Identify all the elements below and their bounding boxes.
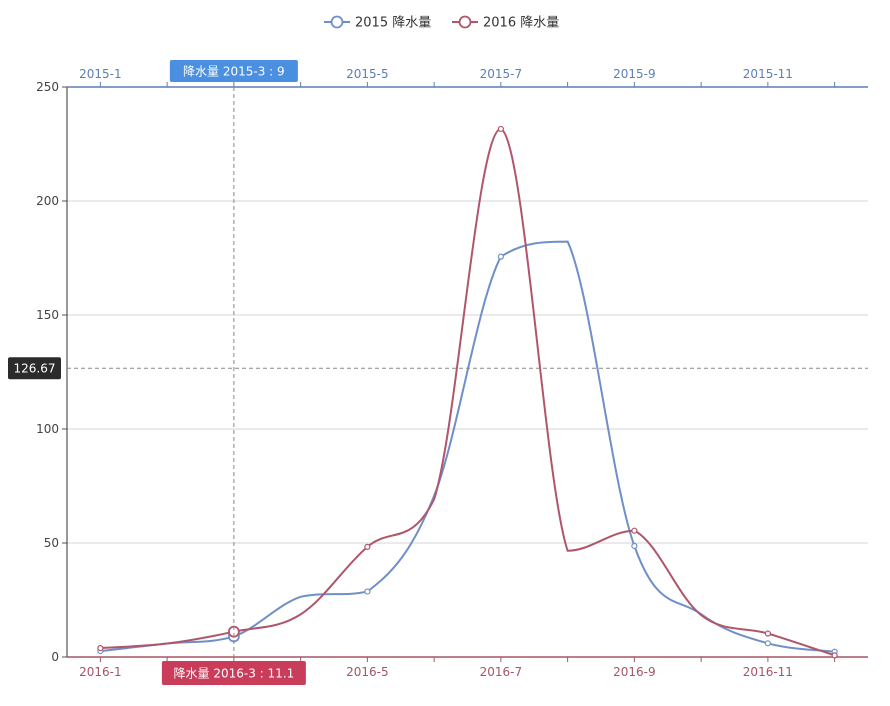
axes: 0 50 100 150 200 250 2016-1 2016-5 2016-7 2016-9 2…: [36, 67, 868, 679]
x_top-tick-label: 2015-1: [79, 67, 122, 81]
x_bottom-tick-label: 2016-5: [346, 665, 389, 679]
legend-marker-icon: [330, 15, 344, 29]
top-axis-tooltip-text: 降水量 2015-3 : 9: [183, 65, 285, 79]
legend-label: 2016 降水量: [483, 16, 559, 31]
legend-item-2015[interactable]: 2015 降水量: [324, 16, 431, 31]
data-point: [497, 125, 504, 133]
grid-lines: [67, 200, 868, 544]
legend-item-2016[interactable]: 2016 降水量: [452, 16, 559, 31]
crosshair-y-badge: [8, 357, 61, 380]
series-line-2016: [100, 127, 835, 657]
legend-marker-icon: [458, 15, 472, 29]
series-lines: [97, 125, 838, 659]
data-point: [631, 527, 638, 534]
crosshair-overlay: 126.67 降水量 2015-3 : 9 降水量 2016-3 : 11.1: [8, 60, 868, 685]
x_top-tick-label: 2015-5: [346, 67, 389, 81]
data-point: [364, 543, 371, 550]
crosshair-y-label: 126.67: [14, 362, 56, 376]
bottom-axis-tooltip-text: 降水量 2016-3 : 11.1: [174, 667, 295, 681]
data-point: [97, 645, 104, 652]
data-point: [764, 640, 771, 647]
data-point: [764, 630, 771, 637]
x_top-tick-label: 2015-9: [613, 67, 656, 81]
y-tick-label: 250: [36, 80, 59, 94]
x_bottom-tick-label: 2016-9: [613, 665, 656, 679]
y-tick-label: 150: [36, 308, 59, 322]
bottom-axis-tooltip: [161, 661, 306, 685]
legend[interactable]: 2015 降水量 2016 降水量: [324, 16, 559, 31]
top-axis-tooltip: [169, 60, 298, 82]
y-tick-label: 0: [51, 650, 59, 664]
legend-label: 2015 降水量: [355, 16, 431, 31]
series-line-2015: [100, 240, 835, 653]
x_top-tick-label: 2015-11: [743, 67, 793, 81]
x_bottom-tick-label: 2016-1: [79, 665, 122, 679]
y-tick-label: 100: [36, 422, 59, 436]
data-point: [831, 652, 838, 659]
y-tick-label: 200: [36, 194, 59, 208]
x_bottom-tick-label: 2016-7: [480, 665, 523, 679]
data-point: [497, 253, 504, 260]
x_top-tick-label: 2015-7: [480, 67, 523, 81]
data-point: [364, 588, 371, 595]
data-point: [631, 542, 638, 550]
x_bottom-tick-label: 2016-11: [743, 665, 793, 679]
y-tick-label: 50: [44, 536, 59, 550]
